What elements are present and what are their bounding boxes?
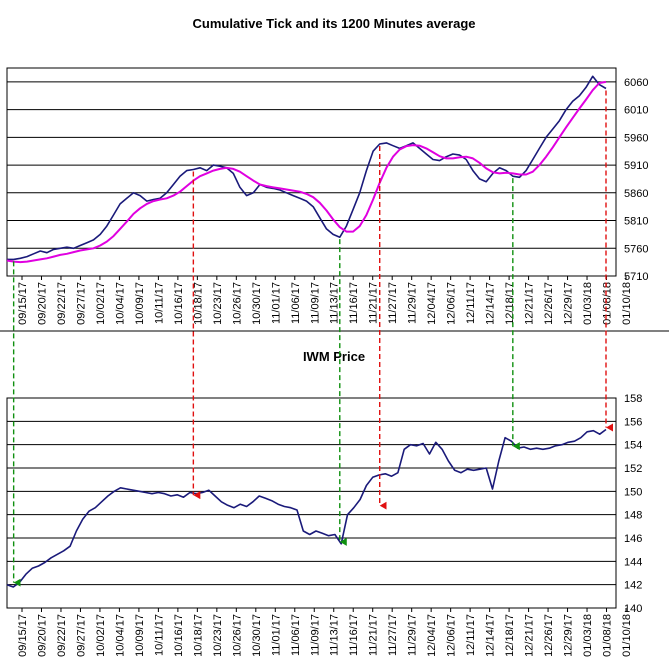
top-y-tick-label: 6010	[624, 105, 648, 117]
top-x-tick-label: 01/10/18	[621, 282, 633, 325]
top-x-tick-label: 12/06/17	[446, 282, 458, 325]
bottom-x-tick-label: 12/29/17	[563, 614, 575, 657]
bottom-y-tick-label: 146	[624, 533, 642, 545]
bottom-chart-title: IWM Price	[303, 349, 365, 364]
bottom-x-tick-label: 01/08/18	[602, 614, 614, 657]
top-y-tick-label: 5860	[624, 188, 648, 200]
bottom-x-tick-label: 12/14/17	[485, 614, 497, 657]
top-y-tick-label: 5760	[624, 243, 648, 255]
bottom-x-tick-label: 11/21/17	[368, 614, 380, 656]
top-x-tick-label: 10/23/17	[212, 282, 224, 325]
bottom-chart: 140 142 144 146 148 150 152 154 156 158 09/15/17 09…	[6, 393, 642, 657]
top-x-tick-label: 11/01/17	[270, 282, 282, 324]
top-x-tick-label: 09/15/17	[17, 282, 29, 325]
bottom-y-tick-label: 154	[624, 440, 642, 452]
top-x-tick-label: 10/11/17	[153, 282, 165, 324]
top-x-tick-label: 10/18/17	[192, 282, 204, 325]
bottom-x-tick-label: 10/18/17	[192, 614, 204, 657]
bottom-x-tick-label: 12/11/17	[465, 614, 477, 656]
top-x-tick-label: 10/26/17	[231, 282, 243, 325]
top-x-tick-label: 12/21/17	[524, 282, 536, 325]
top-x-tick-label: 12/04/17	[426, 282, 438, 325]
bottom-x-tick-label: 11/01/17	[270, 614, 282, 656]
top-y-tick-label: 6060	[624, 77, 648, 89]
top-x-tick-label: 09/27/17	[75, 282, 87, 325]
bottom-x-tick-label: 10/09/17	[134, 614, 146, 657]
top-y-tick-label: 5810	[624, 216, 648, 228]
bottom-x-tick-label: 10/02/17	[95, 614, 107, 657]
top-x-tick-label: 10/30/17	[251, 282, 263, 325]
bottom-x-tick-label: 10/26/17	[231, 614, 243, 657]
bottom-y-tick-label: 140	[624, 603, 642, 615]
top-x-tick-label: 12/18/17	[504, 282, 516, 325]
top-series-line-2	[6, 80, 607, 264]
bottom-x-tick-label: 01/03/18	[582, 614, 594, 657]
bottom-y-tick-label: 144	[624, 556, 642, 568]
bottom-x-tick-label: 11/09/17	[309, 614, 321, 656]
bottom-x-tick-label: 10/30/17	[251, 614, 263, 657]
top-x-tick-label: 12/11/17	[465, 282, 477, 324]
bottom-x-tick-label: 09/22/17	[56, 614, 68, 657]
bottom-y-tick-label: 158	[624, 393, 642, 405]
top-series-line-1	[7, 75, 607, 261]
bottom-y-tick-label: 156	[624, 416, 642, 428]
bottom-x-tick-label: 10/11/17	[153, 614, 165, 656]
bottom-x-tick-label: 12/06/17	[446, 614, 458, 657]
bottom-x-tick-label: 09/20/17	[36, 614, 48, 657]
bottom-x-tick-label: 09/27/17	[75, 614, 87, 657]
top-chart: 5710 5760 5810 5860 5910 5960 6010 6060 09/15/17…	[6, 67, 648, 325]
top-y-tick-label: 5710	[624, 271, 648, 283]
bottom-x-tick-label: 12/26/17	[543, 614, 555, 657]
top-x-tick-label: 11/27/17	[387, 282, 399, 324]
bottom-y-tick-label: 148	[624, 510, 642, 522]
top-x-tick-label: 10/04/17	[114, 282, 126, 325]
marker-layer	[12, 90, 613, 587]
bottom-x-tick-label: 01/10/18	[621, 614, 633, 657]
top-plot-frame	[6, 67, 617, 277]
bottom-y-tick-label: 152	[624, 463, 642, 475]
top-x-tick-label: 11/09/17	[309, 282, 321, 324]
top-x-tick-label: 11/21/17	[368, 282, 380, 324]
top-x-tick-label: 10/02/17	[95, 282, 107, 325]
top-chart-title: Cumulative Tick and its 1200 Minutes ave…	[193, 16, 476, 31]
top-x-tick-label: 11/06/17	[290, 282, 302, 324]
top-x-tick-label: 12/29/17	[563, 282, 575, 325]
top-y-tick-label: 5910	[624, 160, 648, 172]
top-x-tick-label: 10/16/17	[173, 282, 185, 325]
bottom-x-tick-label: 11/16/17	[348, 614, 360, 656]
bottom-x-tick-label: 10/16/17	[173, 614, 185, 657]
top-y-tick-label: 5960	[624, 132, 648, 144]
bottom-x-tick-label: 10/04/17	[114, 614, 126, 657]
bottom-x-tick-label: 12/21/17	[524, 614, 536, 657]
bottom-x-tick-label: 10/23/17	[212, 614, 224, 657]
top-x-tick-label: 12/14/17	[485, 282, 497, 325]
top-x-tick-label: 01/08/18	[602, 282, 614, 325]
bottom-series-line-1	[6, 428, 607, 588]
bottom-x-tick-label: 11/06/17	[290, 614, 302, 656]
top-x-tick-label: 12/26/17	[543, 282, 555, 325]
bottom-x-tick-label: 09/15/17	[17, 614, 29, 657]
bottom-x-tick-label: 12/18/17	[504, 614, 516, 657]
top-x-tick-label: 11/16/17	[348, 282, 360, 324]
top-x-tick-label: 11/13/17	[329, 282, 341, 324]
top-x-tick-label: 01/03/18	[582, 282, 594, 325]
top-x-tick-label: 11/29/17	[407, 282, 419, 324]
top-x-tick-label: 09/22/17	[56, 282, 68, 325]
bottom-x-tick-label: 12/04/17	[426, 614, 438, 657]
bottom-plot-frame	[6, 397, 617, 609]
bottom-x-tick-label: 11/13/17	[329, 614, 341, 656]
bottom-x-tick-label: 11/29/17	[407, 614, 419, 656]
top-x-tick-label: 10/09/17	[134, 282, 146, 325]
top-x-tick-label: 09/20/17	[36, 282, 48, 325]
bottom-x-tick-label: 11/27/17	[387, 614, 399, 656]
bottom-y-tick-label: 142	[624, 580, 642, 592]
bottom-y-tick-label: 150	[624, 486, 642, 498]
